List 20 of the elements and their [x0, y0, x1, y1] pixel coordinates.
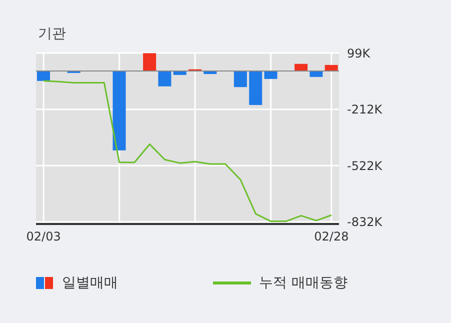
y-tick-label: -212K — [347, 102, 384, 117]
line-series — [42, 80, 332, 222]
bar — [37, 70, 50, 81]
y-tick-label: -832K — [347, 215, 384, 230]
legend-label: 일별매매 — [62, 274, 118, 292]
y-tick-label: 99K — [347, 46, 372, 60]
bar — [112, 70, 126, 150]
bar — [249, 70, 262, 106]
bar — [294, 64, 308, 71]
bar — [143, 53, 156, 71]
bar — [310, 70, 323, 77]
bar — [158, 70, 172, 86]
chart-title: 기관 — [38, 25, 66, 43]
x-tick-label: 02/28 — [314, 230, 349, 244]
bar — [324, 64, 338, 71]
bar — [264, 70, 278, 79]
bar — [234, 70, 247, 88]
x-tick-label: 02/03 — [26, 230, 61, 244]
y-tick-label: -522K — [347, 158, 384, 173]
legend-label: 누적 매매동향 — [259, 274, 348, 292]
